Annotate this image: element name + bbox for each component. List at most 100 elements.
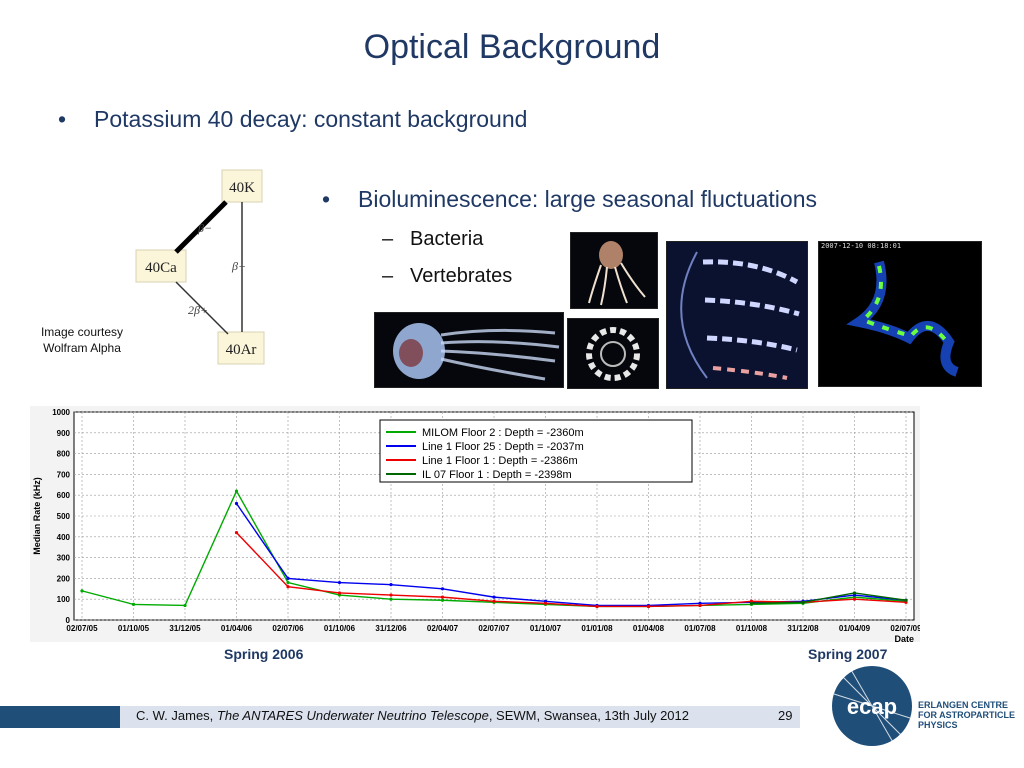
data-point	[749, 601, 754, 605]
footer-accent	[0, 706, 120, 728]
data-point	[492, 599, 496, 603]
series-line	[751, 592, 907, 605]
data-point	[80, 589, 84, 593]
footer-talk-title: The ANTARES Underwater Neutrino Telescop…	[216, 708, 489, 723]
ca40-label: 40Ca	[145, 260, 177, 276]
data-point	[852, 591, 857, 595]
data-point	[337, 580, 342, 585]
photo-comb-jelly	[666, 241, 808, 389]
optical-rate-chart: 0 100 200 300 400 500 600 700 800 900 1000 02/07/0…	[30, 406, 922, 644]
sub-bacteria: – Bacteria	[382, 228, 483, 251]
slide-title: Optical Background	[363, 28, 661, 66]
data-point	[543, 601, 548, 605]
camera-timestamp: 2007-12-10 08:18:01	[821, 242, 902, 250]
grid-lines	[74, 411, 914, 621]
bullet-potassium: • Potassium 40 decay: constant background	[58, 106, 527, 133]
data-point	[389, 583, 393, 587]
y-tick-label: 500	[57, 512, 71, 521]
ring-creature-image	[586, 327, 640, 381]
data-point	[286, 576, 290, 580]
ecap-logo-text: ecap	[847, 694, 897, 719]
two-beta-arrow	[175, 281, 229, 335]
y-tick-label: 1000	[52, 408, 70, 417]
chart-series	[80, 489, 908, 609]
logo-line2: FOR ASTROPARTICLE	[918, 710, 1015, 720]
data-point	[389, 593, 393, 597]
ar40-label: 40Ar	[226, 342, 257, 358]
footer-author: C. W. James,	[136, 708, 217, 723]
photo-jellyfish-small	[570, 232, 658, 309]
legend-box	[379, 419, 693, 483]
spring-2007-label: Spring 2007	[808, 646, 888, 662]
y-tick-label: 100	[57, 595, 71, 604]
k40-label: 40K	[229, 180, 255, 196]
footer-citation: C. W. James, The ANTARES Underwater Neut…	[136, 708, 689, 723]
photo-ring-creature	[567, 318, 659, 389]
data-point	[595, 604, 599, 609]
ecap-logo: ecap	[830, 664, 914, 748]
two-beta-label: 2β+	[188, 303, 208, 317]
data-point	[904, 598, 908, 602]
data-point	[286, 585, 290, 589]
spring-2006-label: Spring 2006	[224, 646, 304, 662]
x-tick-label: 02/07/06	[272, 624, 304, 633]
data-point	[440, 587, 445, 591]
x-tick-label: 02/07/05	[66, 624, 98, 633]
x-axis-ticks: 02/07/05 01/10/05 31/12/05 01/04/06 02/07/06…	[66, 624, 922, 633]
beta-minus-arrow	[174, 200, 228, 254]
logo-line1: ERLANGEN CENTRE	[918, 700, 1009, 710]
data-point	[183, 603, 187, 608]
x-tick-label: 01/10/08	[736, 624, 768, 633]
logo-line3: PHYSICS	[918, 720, 958, 730]
k40-box	[221, 169, 263, 203]
page-number: 29	[778, 708, 793, 723]
bullet-marker: •	[322, 186, 331, 212]
ar40-box	[217, 331, 265, 365]
y-tick-label: 900	[57, 429, 71, 438]
data-point	[440, 598, 445, 602]
y-tick-label: 400	[57, 533, 71, 542]
courtesy-line1: Image courtesy	[40, 325, 124, 339]
k40-decay-diagram: 40K 40Ca 40Ar β− β+ 2β+	[135, 169, 265, 365]
beta-plus-label: β+	[231, 259, 246, 273]
y-tick-label: 0	[66, 616, 71, 625]
chart-legend: MILOM Floor 2 : Depth = -2360m Line 1 Flo…	[379, 419, 693, 483]
y-tick-label: 300	[57, 554, 71, 563]
bullet-potassium-text: Potassium 40 decay: constant background	[94, 106, 528, 132]
x-tick-label: 01/04/08	[633, 624, 665, 633]
courtesy-line2: Wolfram Alpha	[43, 341, 121, 355]
chart-svg: 0 100 200 300 400 500 600 700 800 900 1000 02/07/0…	[30, 406, 922, 644]
x-tick-label: 01/04/09	[839, 624, 871, 633]
y-tick-label: 800	[57, 450, 71, 459]
sub-vertebrates-text: Vertebrates	[410, 265, 513, 287]
data-point	[698, 603, 702, 608]
x-tick-label: 01/10/05	[118, 624, 150, 633]
data-point	[234, 489, 239, 493]
data-point	[337, 591, 342, 595]
bullet-marker: •	[58, 106, 67, 132]
bullet-bioluminescence: • Bioluminescence: large seasonal fluctua…	[322, 186, 817, 213]
legend-entry: IL 07 Floor 1 : Depth = -2398m	[422, 469, 572, 481]
x-tick-label: 31/12/08	[787, 624, 819, 633]
jellyfish-small-image	[588, 241, 646, 306]
data-point	[801, 600, 805, 604]
y-tick-label: 600	[57, 491, 71, 500]
x-tick-label: 31/12/06	[375, 624, 407, 633]
dash-marker: –	[382, 228, 394, 250]
data-point	[389, 597, 393, 601]
photo-bioluminescence-camera: 2007-12-10 08:18:01	[818, 241, 982, 387]
legend-entry: Line 1 Floor 25 : Depth = -2037m	[422, 441, 584, 453]
bioluminescence-camera-image	[846, 260, 959, 377]
image-courtesy: Image courtesy Wolfram Alpha	[20, 324, 144, 356]
sub-bacteria-text: Bacteria	[410, 228, 484, 250]
beta-minus-label: β−	[197, 221, 212, 235]
x-tick-label: 01/10/06	[324, 624, 356, 633]
ca40-box	[135, 249, 187, 283]
x-axis-label: Date	[894, 634, 914, 642]
data-point	[234, 501, 239, 506]
data-point	[286, 580, 290, 585]
data-point	[131, 602, 136, 606]
x-tick-label: 01/07/08	[684, 624, 716, 633]
data-point	[440, 595, 445, 599]
y-axis-label: Median Rate (kHz)	[32, 477, 42, 555]
